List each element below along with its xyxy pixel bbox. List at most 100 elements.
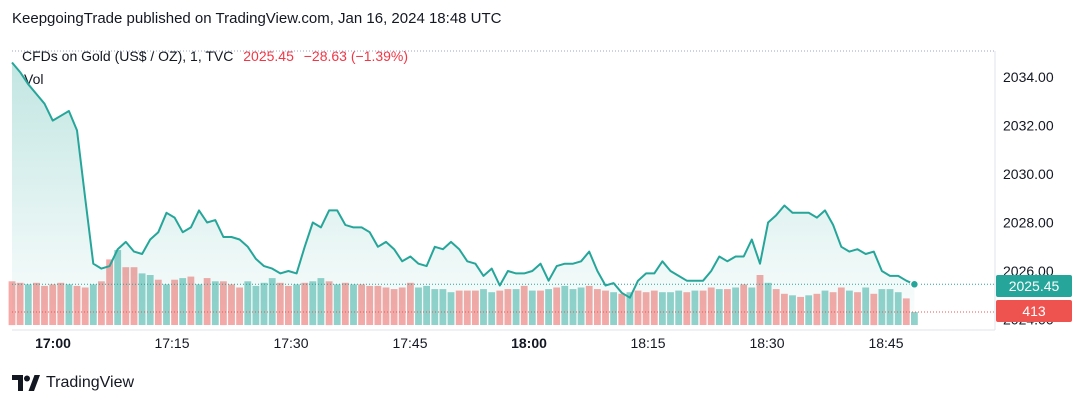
volume-bar [756,275,764,325]
last-price-badge [996,275,1072,297]
volume-bar [553,287,561,325]
x-tick-label: 17:15 [154,335,189,351]
x-tick-label: 18:00 [511,335,547,351]
volume-bar [732,287,739,325]
volume-bar [16,282,24,325]
volume-bar [211,281,219,326]
volume-bar [41,285,48,325]
volume-bar [154,279,162,325]
x-tick-label: 17:30 [273,335,308,351]
volume-bar [520,285,528,325]
y-tick-label: 2026.00 [1003,263,1054,279]
volume-bar [569,289,577,325]
volume-bar [81,287,89,325]
volume-bar [244,281,252,326]
y-tick-label: 2034.00 [1003,69,1054,85]
volume-bar [650,290,658,325]
volume-bar [675,290,683,325]
volume-bar [341,282,349,325]
volume-bar [805,295,813,325]
volume-bar [439,289,447,325]
volume-bar [114,250,122,325]
volume-bar [415,287,422,325]
volume-bar [691,290,699,325]
volume-bar [683,292,691,325]
volume-bar [146,275,154,325]
footer-brand: TradingView [46,374,135,391]
last-volume-badge [996,300,1072,322]
volume-bar [268,278,276,325]
symbol-name[interactable]: CFDs on Gold (US$ / OZ), 1, TVC [22,48,234,64]
x-tick-label: 18:45 [868,335,903,351]
volume-bar [772,289,780,325]
volume-bar [236,287,243,325]
volume-bar [862,287,870,325]
volume-bar [846,290,853,325]
volume-bar [228,284,235,325]
axis-mask [996,297,1090,303]
x-tick-label: 18:15 [630,335,665,351]
volume-bar [350,284,357,325]
volume-bar [537,290,544,325]
volume-bar [594,289,601,325]
symbol-legend: CFDs on Gold (US$ / OZ), 1, TVC 2025.45 … [22,48,408,64]
volume-bar [463,290,471,325]
volume-bar [886,289,894,325]
last-price-marker [909,279,920,290]
volume-bar [382,287,390,325]
volume-bar [659,292,666,325]
volume-bar [829,292,837,325]
volume-bar [561,285,569,325]
tradingview-footer[interactable]: TradingView [12,374,134,392]
volume-bar [122,267,130,325]
volume-bar [8,281,16,326]
volume-bar [894,292,902,325]
volume-bar [455,290,463,325]
last-price-value: 2025.45 [243,48,294,64]
volume-bar [707,287,715,325]
volume-bar [276,282,284,325]
volume-bar [528,290,536,325]
volume-bar [33,282,40,325]
publish-header: KeepgoingTrade published on TradingView.… [12,10,502,27]
volume-bar [24,284,32,325]
volume-bar [220,281,227,326]
y-tick-label: 2024.00 [1003,312,1054,328]
volume-bar [317,278,325,325]
volume-bar [602,290,609,325]
volume-bar [65,284,73,325]
volume-bar [512,289,520,325]
volume-bar [293,284,300,325]
volume-bar [911,312,918,325]
volume-bar [740,284,748,325]
volume-bar [309,281,317,326]
y-tick-label: 2030.00 [1003,166,1054,182]
volume-bar [585,285,593,325]
volume-bar [610,292,617,325]
volume-bar [715,289,723,325]
volume-bar [89,284,97,325]
volume-bar [73,285,81,325]
volume-bar [203,278,211,325]
y-tick-label: 2032.00 [1003,118,1054,134]
volume-bar [813,293,821,326]
volume-legend[interactable]: Vol [24,71,44,87]
volume-bar [626,292,634,325]
volume-bar [764,282,772,325]
volume-bar [797,296,804,325]
volume-bar [285,285,292,325]
x-tick-label: 17:45 [392,335,427,351]
volume-bar [781,293,788,326]
volume-bar [634,290,642,325]
volume-bar [447,292,455,325]
volume-bar [821,290,829,325]
volume-bar [748,287,756,325]
volume-bar [472,290,479,325]
volume-bar [870,293,878,326]
volume-bar [577,287,585,325]
price-area-fill [12,62,915,325]
volume-bar [398,287,406,325]
volume-bar [374,285,382,325]
volume-bar [667,292,674,325]
volume-bar [163,284,170,325]
